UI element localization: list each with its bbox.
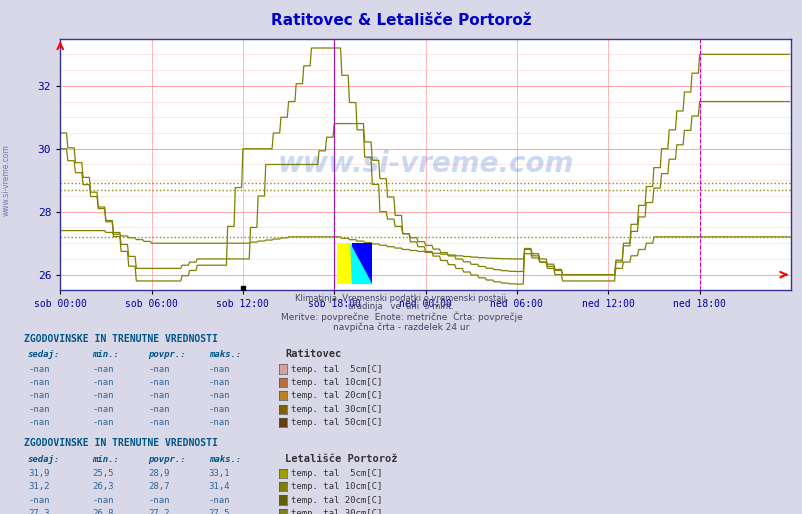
Text: -nan: -nan	[148, 405, 170, 414]
Text: min.:: min.:	[92, 350, 119, 359]
Text: min.:: min.:	[92, 454, 119, 464]
Text: 27,2: 27,2	[148, 509, 170, 514]
Text: -nan: -nan	[148, 378, 170, 387]
Text: -nan: -nan	[148, 495, 170, 505]
Text: temp. tal 30cm[C]: temp. tal 30cm[C]	[291, 509, 383, 514]
Text: -nan: -nan	[92, 391, 114, 400]
Text: povpr.:: povpr.:	[148, 454, 186, 464]
Text: 27,3: 27,3	[28, 509, 50, 514]
Text: temp. tal 20cm[C]: temp. tal 20cm[C]	[291, 391, 383, 400]
Text: 26,3: 26,3	[92, 482, 114, 491]
Polygon shape	[350, 243, 372, 284]
Text: -nan: -nan	[28, 495, 50, 505]
Text: Ratitovec: Ratitovec	[285, 349, 341, 359]
Text: 27,5: 27,5	[209, 509, 230, 514]
Text: maks.:: maks.:	[209, 350, 241, 359]
Text: povpr.:: povpr.:	[148, 350, 186, 359]
Text: -nan: -nan	[92, 495, 114, 505]
Text: temp. tal 50cm[C]: temp. tal 50cm[C]	[291, 418, 383, 427]
Text: temp. tal  5cm[C]: temp. tal 5cm[C]	[291, 469, 383, 478]
Text: -nan: -nan	[28, 405, 50, 414]
Text: -nan: -nan	[209, 391, 230, 400]
Text: 31,4: 31,4	[209, 482, 230, 491]
Text: -nan: -nan	[148, 364, 170, 374]
Text: ZGODOVINSKE IN TRENUTNE VREDNOSTI: ZGODOVINSKE IN TRENUTNE VREDNOSTI	[24, 438, 217, 448]
Text: -nan: -nan	[92, 378, 114, 387]
Text: sedaj:: sedaj:	[28, 454, 60, 464]
Text: temp. tal 10cm[C]: temp. tal 10cm[C]	[291, 482, 383, 491]
Text: -nan: -nan	[209, 378, 230, 387]
Text: -nan: -nan	[28, 378, 50, 387]
Text: Ratitovec & Letališče Portorož: Ratitovec & Letališče Portorož	[271, 13, 531, 28]
Text: -nan: -nan	[28, 418, 50, 427]
Text: 28,9: 28,9	[148, 469, 170, 478]
Text: Meritve: povprečne  Enote: metrične  Črta: povprečje: Meritve: povprečne Enote: metrične Črta:…	[280, 311, 522, 322]
Text: temp. tal 30cm[C]: temp. tal 30cm[C]	[291, 405, 383, 414]
Bar	[336, 243, 372, 284]
Text: 31,2: 31,2	[28, 482, 50, 491]
Text: 28,7: 28,7	[148, 482, 170, 491]
Text: 25,5: 25,5	[92, 469, 114, 478]
Text: uradinja   ve  uni  5 mint.: uradinja ve uni 5 mint.	[348, 302, 454, 311]
Text: 31,9: 31,9	[28, 469, 50, 478]
Text: -nan: -nan	[92, 405, 114, 414]
Text: -nan: -nan	[209, 405, 230, 414]
Text: 33,1: 33,1	[209, 469, 230, 478]
Text: temp. tal 20cm[C]: temp. tal 20cm[C]	[291, 495, 383, 505]
Text: Letališče Portorož: Letališče Portorož	[285, 453, 397, 464]
Text: -nan: -nan	[148, 418, 170, 427]
Text: temp. tal 10cm[C]: temp. tal 10cm[C]	[291, 378, 383, 387]
Text: sedaj:: sedaj:	[28, 350, 60, 359]
Text: -nan: -nan	[92, 418, 114, 427]
Text: Klimatinja  Vremenski podatki o vremenski postaji.: Klimatinja Vremenski podatki o vremenski…	[294, 293, 508, 303]
Text: -nan: -nan	[209, 418, 230, 427]
Bar	[336, 243, 351, 284]
Text: -nan: -nan	[92, 364, 114, 374]
Text: -nan: -nan	[28, 391, 50, 400]
Text: www.si-vreme.com: www.si-vreme.com	[277, 151, 573, 178]
Text: -nan: -nan	[148, 391, 170, 400]
Text: -nan: -nan	[28, 364, 50, 374]
Text: www.si-vreme.com: www.si-vreme.com	[2, 144, 11, 216]
Text: maks.:: maks.:	[209, 454, 241, 464]
Text: -nan: -nan	[209, 364, 230, 374]
Text: navpična črta - razdelek 24 ur: navpična črta - razdelek 24 ur	[333, 322, 469, 332]
Text: ZGODOVINSKE IN TRENUTNE VREDNOSTI: ZGODOVINSKE IN TRENUTNE VREDNOSTI	[24, 334, 217, 344]
Text: 26,8: 26,8	[92, 509, 114, 514]
Text: temp. tal  5cm[C]: temp. tal 5cm[C]	[291, 364, 383, 374]
Text: -nan: -nan	[209, 495, 230, 505]
